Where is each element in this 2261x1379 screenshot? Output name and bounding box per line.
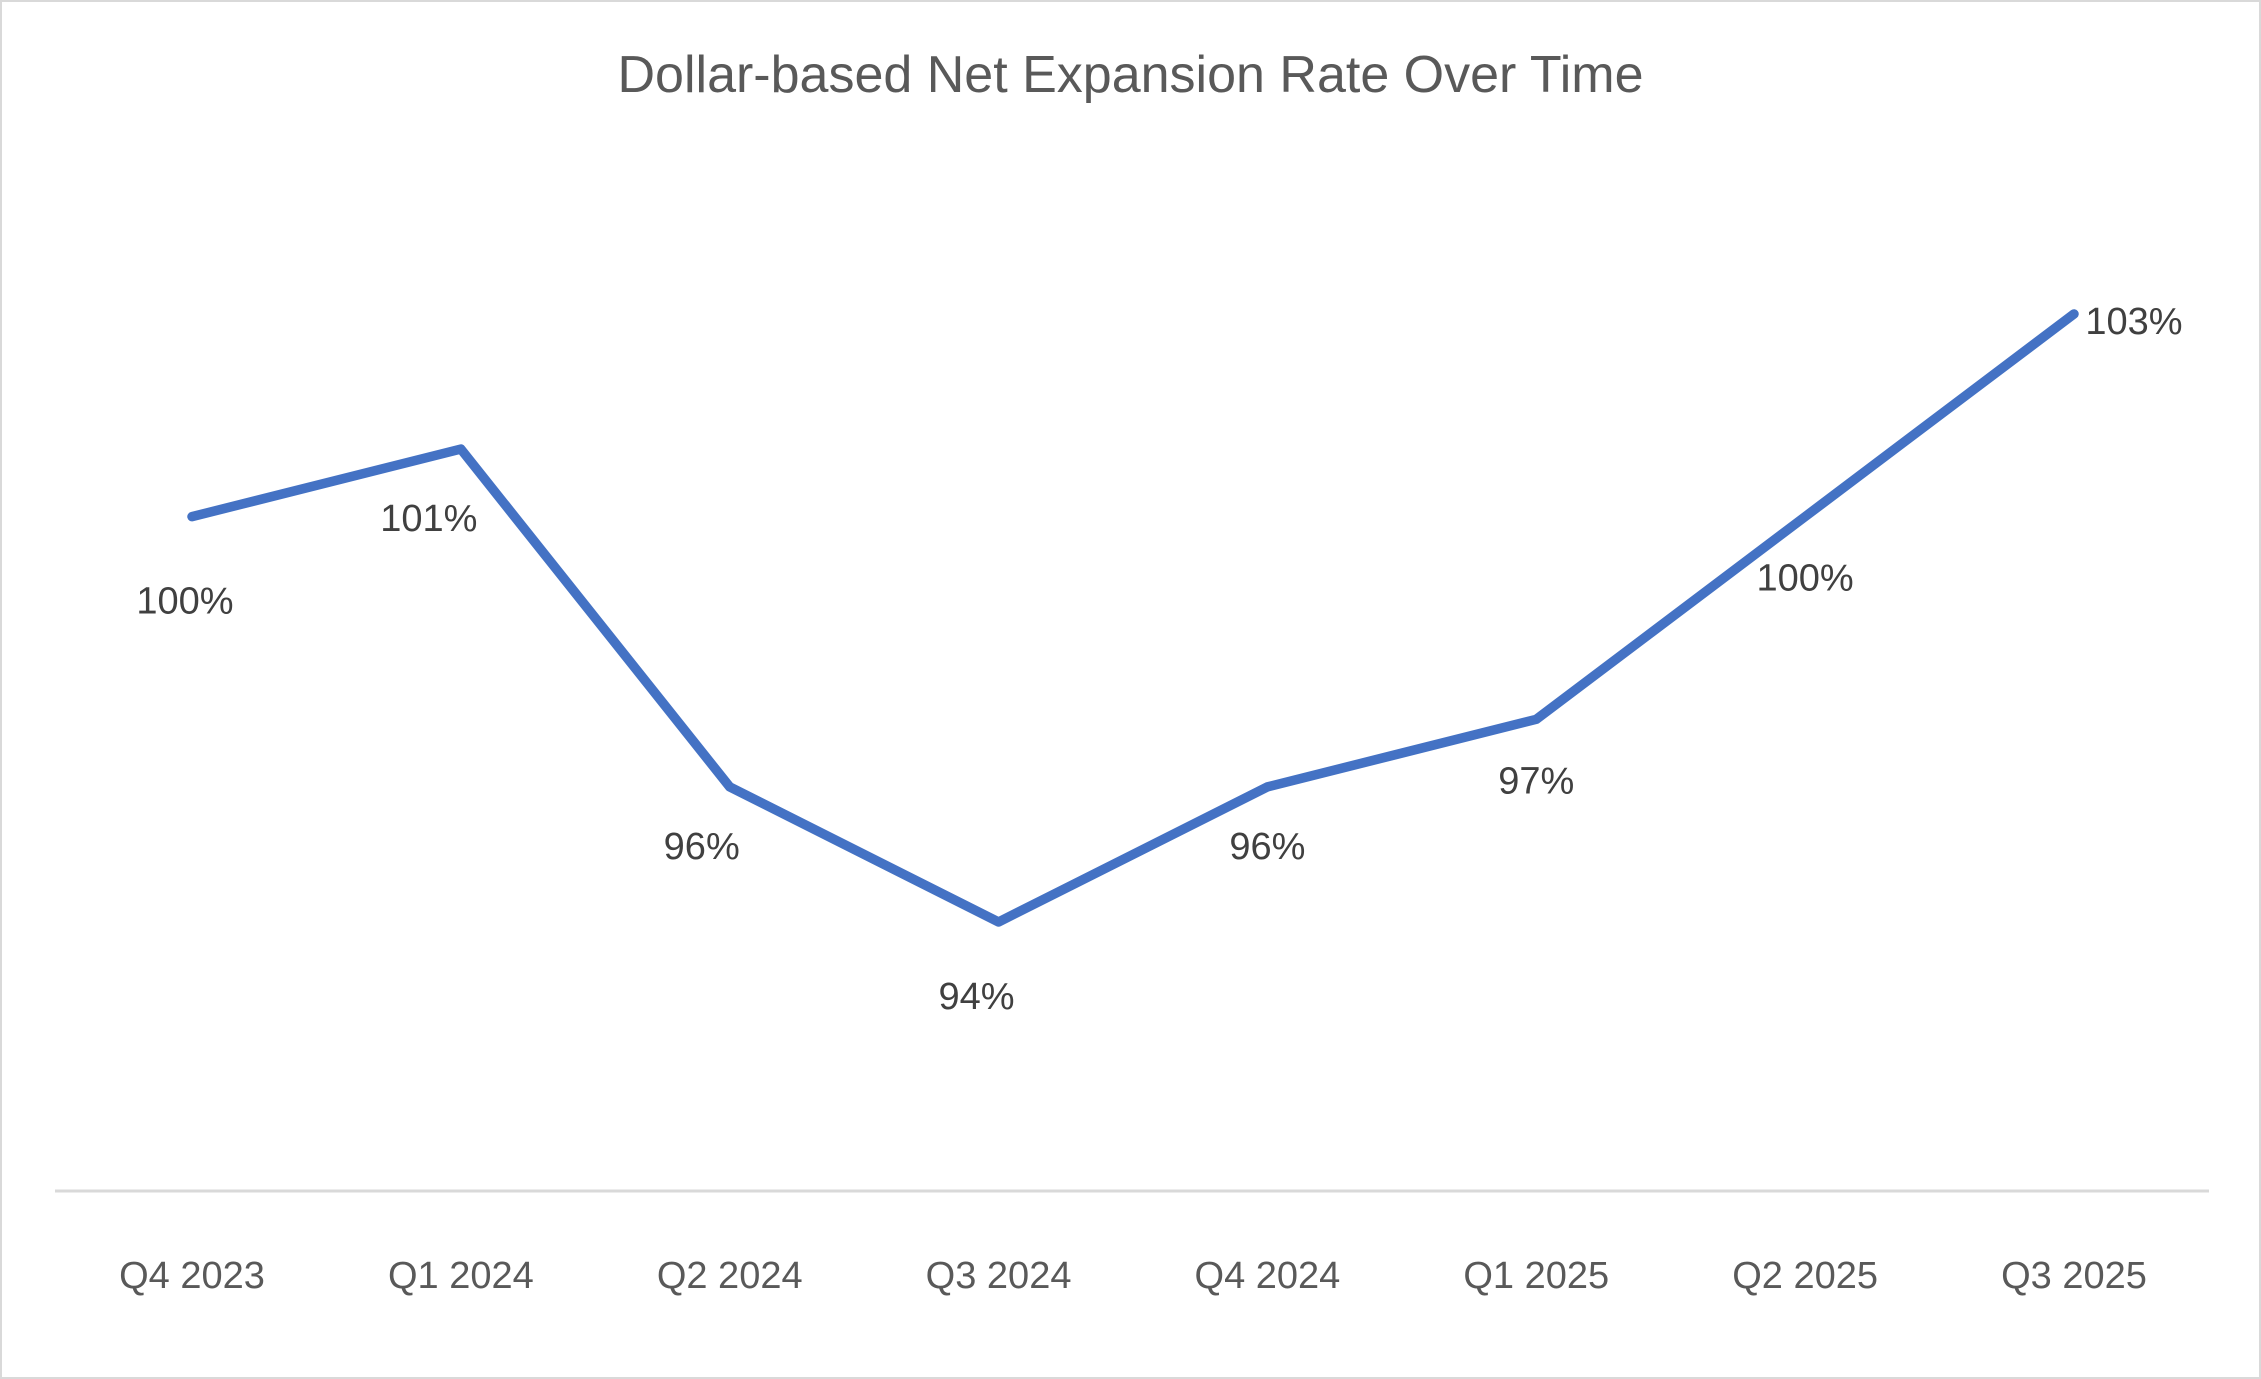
data-label-q3-2024: 94% <box>939 976 1015 1018</box>
x-axis-label-q2-2025: Q2 2025 <box>1732 1255 1878 1297</box>
data-label-q2-2025: 100% <box>1757 558 1854 600</box>
data-label-q2-2024: 96% <box>664 826 740 868</box>
x-axis-label-q2-2024: Q2 2024 <box>657 1255 803 1297</box>
chart-title: Dollar-based Net Expansion Rate Over Tim… <box>617 46 1644 104</box>
x-axis-label-q3-2024: Q3 2024 <box>926 1255 1072 1297</box>
expansion-rate-line <box>187 309 2079 927</box>
data-label-q4-2023: 100% <box>136 581 233 623</box>
x-axis-label-q4-2023: Q4 2023 <box>119 1255 265 1297</box>
x-axis-label-q1-2025: Q1 2025 <box>1463 1255 1609 1297</box>
data-label-q4-2024: 96% <box>1229 826 1305 868</box>
x-axis-label-q4-2024: Q4 2024 <box>1195 1255 1341 1297</box>
data-label-q1-2025: 97% <box>1498 760 1574 802</box>
data-label-group: 100% 101% 96% 94% 96% 97% 100% 103% <box>136 301 2182 1018</box>
data-label-q1-2024: 101% <box>380 498 477 540</box>
x-axis-label-group: Q4 2023 Q1 2024 Q2 2024 Q3 2024 Q4 2024 Q1 20… <box>119 1255 2147 1297</box>
x-axis-label-q3-2025: Q3 2025 <box>2001 1255 2147 1297</box>
x-axis-label-q1-2024: Q1 2024 <box>388 1255 534 1297</box>
data-label-q3-2025: 103% <box>2085 301 2182 343</box>
